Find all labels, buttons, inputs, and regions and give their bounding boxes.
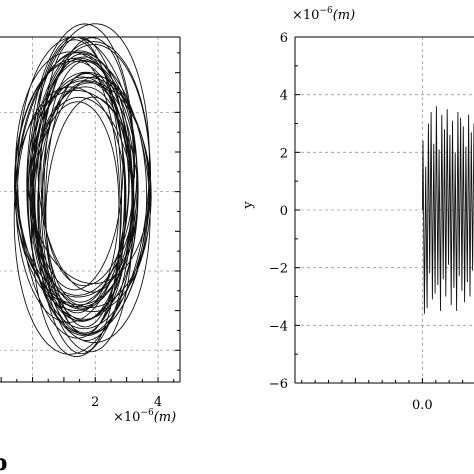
left-grid bbox=[0, 37, 180, 382]
time-series-panel: ×10−6(m) −6 −4 −2 0 2 4 6 0.0 y bbox=[241, 6, 474, 413]
right-y-tick-label: −4 bbox=[269, 319, 288, 334]
right-y-tick-label: 4 bbox=[280, 89, 288, 104]
panel-label-b: b bbox=[0, 450, 7, 474]
left-x-tick-label: 4 bbox=[154, 395, 162, 410]
left-x-tick-label: 2 bbox=[91, 395, 99, 410]
right-y-tick-labels: −6 −4 −2 0 2 4 6 bbox=[269, 31, 288, 392]
right-x-tick-label: 0.0 bbox=[412, 398, 433, 413]
right-y-tick-label: 6 bbox=[280, 31, 288, 46]
right-y-tick-label: 0 bbox=[280, 204, 288, 219]
phase-orbit bbox=[13, 23, 152, 357]
right-y-tick-label: −6 bbox=[269, 377, 288, 392]
right-y-tick-label: −2 bbox=[269, 262, 288, 277]
phase-portrait-panel: 24 ×10−6(m) b bbox=[0, 23, 181, 474]
right-ticks bbox=[295, 36, 464, 384]
left-ticks bbox=[0, 52, 180, 382]
right-x-tick-labels: 0.0 bbox=[412, 398, 433, 413]
right-y-tick-label: 2 bbox=[280, 146, 288, 161]
right-y-axis-label: y bbox=[241, 201, 256, 210]
time-series-line bbox=[421, 106, 474, 314]
right-grid bbox=[295, 37, 474, 383]
phase-orbit-path bbox=[13, 23, 152, 357]
right-y-unit: ×10−6(m) bbox=[292, 6, 355, 23]
left-x-unit: ×10−6(m) bbox=[113, 408, 176, 425]
